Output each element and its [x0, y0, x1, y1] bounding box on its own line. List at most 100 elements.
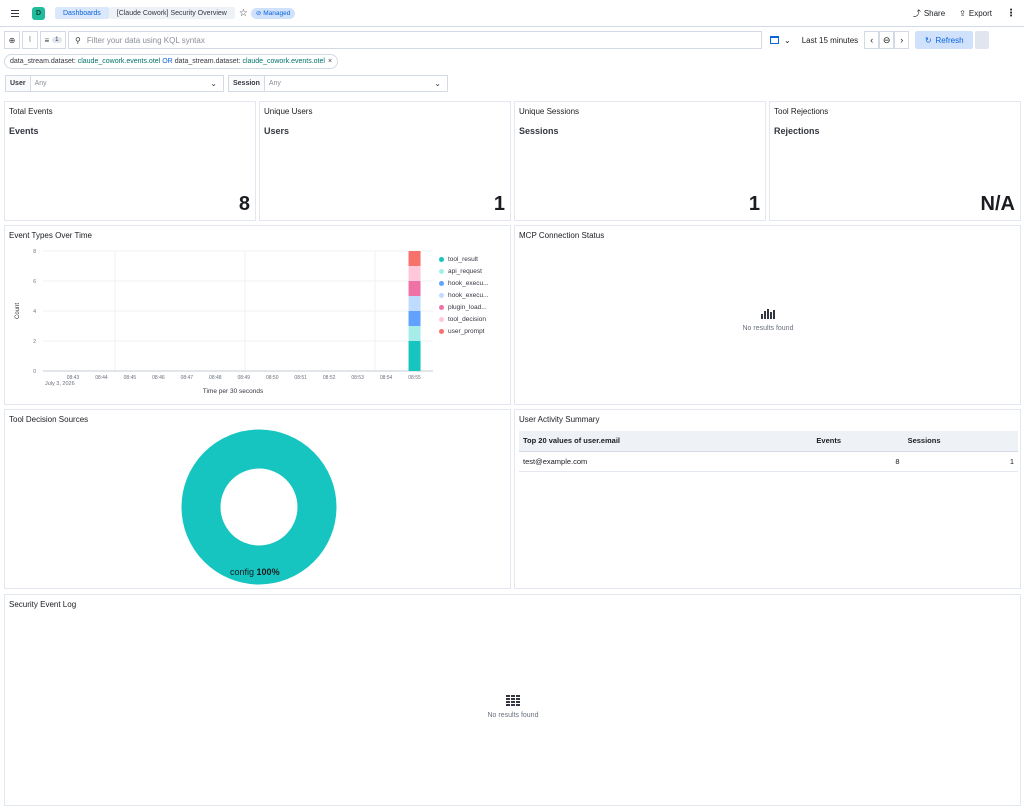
menu-icon[interactable] [8, 6, 22, 20]
slice-label: config 100% [230, 567, 280, 577]
app-logo[interactable]: D [32, 6, 45, 20]
query-bar: ⊕ ⦚ ≡ 1 ⚲ Filter your data using KQL synt… [4, 31, 1020, 49]
session-control-value: Any [268, 80, 281, 87]
next-time-button[interactable]: › [894, 31, 910, 49]
link-icon: ⊘ [255, 10, 262, 17]
tool-decision-donut [181, 429, 337, 585]
filter-field-2: data_stream.dataset: [174, 58, 241, 65]
export-icon: ⇪ [959, 8, 966, 18]
zoom-out-icon[interactable]: ⊖ [879, 31, 895, 49]
user-control-value: Any [34, 80, 47, 87]
close-icon[interactable]: × [327, 58, 333, 65]
filter-value-1: claude_cowork.events.otel [77, 58, 161, 65]
more-options-icon[interactable]: ⋮ [1006, 7, 1016, 19]
empty-state: No results found [718, 309, 818, 332]
security-event-log-panel: Security Event Log No results found [4, 594, 1021, 806]
event-types-panel: Event Types Over Time 0 2 4 6 8 08:43 08:44 08:… [4, 225, 511, 405]
time-range-label: Last 15 minutes [801, 35, 859, 45]
filter-icon: ≡ [44, 35, 50, 45]
session-control[interactable]: Session Any ⌄ [228, 75, 448, 92]
slice-label-text: config [230, 567, 255, 577]
filter-menu-button[interactable]: ≡ 1 [40, 31, 66, 49]
share-label: Share [923, 8, 946, 18]
x-tick-label: 08:52 [323, 375, 336, 381]
table-header-row: Top 20 values of user.email Events Sessi… [519, 431, 1018, 452]
user-activity-panel: User Activity Summary Top 20 values of u… [514, 409, 1021, 589]
legend-item[interactable]: tool_result [439, 253, 488, 265]
x-axis-title: Time per 30 seconds [203, 388, 264, 395]
favorite-star-icon[interactable]: ☆ [238, 7, 248, 19]
toggle-icon[interactable]: ⦚ [22, 31, 38, 49]
chevron-down-icon: ⌄ [784, 35, 791, 45]
user-control-label: User [6, 76, 31, 91]
x-tick-label: 08:55 [408, 375, 421, 381]
filter-pill[interactable]: data_stream.dataset: claude_cowork.event… [4, 54, 339, 69]
legend-label: user_prompt [448, 327, 485, 335]
column-header-email[interactable]: Top 20 values of user.email [519, 431, 813, 452]
legend-item[interactable]: api_request [439, 265, 488, 277]
legend-item[interactable]: plugin_load... [439, 301, 488, 313]
share-button[interactable]: ⤴ Share [913, 8, 945, 19]
breadcrumb-dashboards[interactable]: Dashboards [55, 7, 109, 19]
panel-title: Total Events [9, 107, 53, 116]
event-types-chart: 0 2 4 6 8 08:43 08:44 08:45 08:46 08:47 08:48 08:49… [15, 249, 433, 395]
x-tick-label: 08:51 [294, 375, 307, 381]
refresh-label: Refresh [935, 35, 964, 45]
legend-label: tool_decision [448, 315, 486, 323]
bar-segment [408, 266, 421, 281]
legend-swatch [439, 292, 444, 298]
panel-title: User Activity Summary [519, 415, 600, 424]
x-tick-label: 08:43 [67, 375, 80, 381]
column-header-events[interactable]: Events [812, 431, 904, 452]
panel-title: Tool Decision Sources [9, 415, 89, 424]
legend-item[interactable]: user_prompt [439, 325, 488, 337]
export-button[interactable]: ⇪ Export [959, 9, 992, 18]
legend-label: hook_execu... [448, 279, 489, 287]
filter-or: OR [162, 58, 173, 65]
cell-email[interactable]: test@example.com [519, 451, 813, 472]
legend-item[interactable]: hook_execu... [439, 277, 488, 289]
auto-refresh-toggle[interactable] [975, 31, 990, 49]
metric-label: Events [9, 126, 39, 136]
legend-label: plugin_load... [448, 303, 487, 311]
bar-segment [408, 251, 421, 266]
mcp-connection-panel: MCP Connection Status No results found [514, 225, 1021, 405]
filter-count-badge: 1 [52, 37, 62, 43]
add-panel-icon[interactable]: ⊕ [4, 31, 20, 49]
bar-segment [408, 296, 421, 311]
kql-search-input[interactable]: ⚲ Filter your data using KQL syntax [68, 31, 762, 49]
metric-label: Sessions [519, 126, 559, 136]
share-icon: ⤴ [912, 8, 921, 18]
panel-title: Unique Sessions [519, 107, 580, 116]
x-tick-label: 08:53 [351, 375, 364, 381]
refresh-button[interactable]: ↻ Refresh [915, 31, 974, 49]
y-tick-label: 0 [33, 369, 36, 375]
legend-swatch [439, 280, 444, 286]
filter-field-1: data_stream.dataset: [10, 58, 76, 65]
column-header-sessions[interactable]: Sessions [903, 431, 1018, 452]
x-tick-label: 08:47 [181, 375, 194, 381]
legend-label: tool_result [448, 255, 478, 263]
chart-legend: tool_result api_request hook_execu... hook_… [439, 253, 488, 337]
y-tick-label: 2 [33, 339, 36, 345]
chevron-down-icon: ⌄ [210, 79, 217, 88]
legend-swatch [439, 316, 444, 322]
metric-label: Users [264, 126, 290, 136]
legend-item[interactable]: hook_execu... [439, 289, 488, 301]
prev-time-button[interactable]: ‹ [864, 31, 880, 49]
managed-badge-label: Managed [263, 9, 291, 17]
metric-panel-unique-sessions: Unique Sessions Sessions 1 [514, 101, 766, 221]
panel-title: Unique Users [264, 107, 313, 116]
refresh-icon: ↻ [924, 35, 932, 45]
x-tick-label: 08:50 [266, 375, 279, 381]
slice-percentage: 100% [256, 567, 280, 577]
cell-sessions: 1 [903, 451, 1018, 472]
user-control[interactable]: User Any ⌄ [5, 75, 224, 92]
legend-item[interactable]: tool_decision [439, 313, 488, 325]
filter-value-2: claude_cowork.events.otel [242, 58, 325, 65]
legend-swatch [439, 328, 444, 334]
cell-events: 8 [812, 451, 904, 472]
x-date-label: July 3, 2026 [45, 381, 75, 387]
session-control-label: Session [229, 76, 265, 91]
date-picker[interactable]: ⌄ Last 15 minutes [770, 36, 858, 45]
